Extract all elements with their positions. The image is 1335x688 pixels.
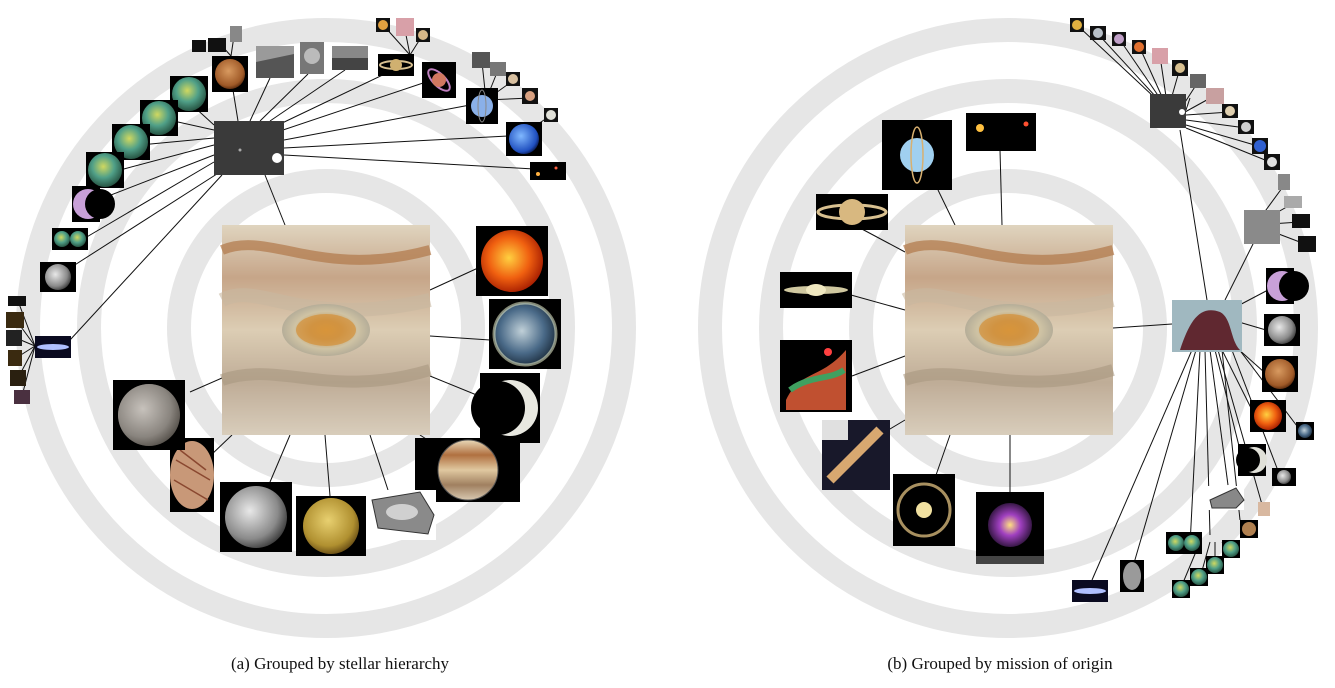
nebula-icon[interactable] [780, 340, 852, 412]
sombrero-galaxy-icon[interactable] [780, 272, 852, 308]
thumb-icon[interactable] [1278, 174, 1290, 190]
thumb-icon[interactable] [6, 312, 24, 328]
thumb-icon[interactable] [472, 52, 490, 68]
venus-map-3-icon[interactable] [112, 124, 150, 160]
venus-map-1-icon[interactable] [1222, 540, 1240, 558]
thumb-icon[interactable] [6, 330, 22, 346]
callisto-moon-icon[interactable] [113, 380, 185, 450]
thumb-icon[interactable] [1284, 196, 1302, 208]
thumb-icon[interactable] [230, 26, 242, 42]
thumb-icon[interactable] [10, 370, 26, 386]
rock-surface-icon[interactable] [332, 46, 368, 70]
horsehead-nebula-hub-icon[interactable] [1172, 300, 1242, 352]
starfield-icon[interactable] [530, 162, 566, 180]
venus-map-3-icon[interactable] [1190, 568, 1208, 586]
purple-crescent-icon[interactable] [72, 186, 115, 222]
star-field-hub-icon[interactable] [214, 121, 284, 175]
uranus-icon[interactable] [466, 88, 498, 124]
sun-icon[interactable] [476, 226, 548, 296]
nodes-b [780, 18, 1316, 602]
middle-ring-b [759, 79, 1257, 577]
nodes-a [6, 18, 566, 556]
jupiter-great-red-spot-icon[interactable] [218, 225, 432, 435]
caption-panel-b: (b) Grouped by mission of origin [887, 654, 1113, 673]
saturn-tilted-icon[interactable] [422, 62, 456, 98]
thumb-icon[interactable] [8, 350, 22, 366]
inner-ring-b [849, 169, 1167, 487]
thumb-icon[interactable] [396, 18, 414, 36]
outer-ring-b [698, 18, 1318, 638]
galaxy-hub-icon[interactable] [35, 336, 71, 358]
small-moon-icon[interactable] [1272, 468, 1296, 486]
panel-a [6, 18, 636, 638]
venus-map-4-icon[interactable] [1172, 580, 1190, 598]
small-thumb-b-2-icon[interactable] [1240, 520, 1258, 538]
crescent-moon-icon[interactable] [1236, 444, 1267, 476]
ganymede-moon-icon[interactable] [220, 482, 292, 552]
thumb-icon[interactable] [1190, 74, 1206, 88]
lunar-surface-icon[interactable] [1208, 486, 1245, 510]
ring-guides-b [698, 18, 1318, 638]
mars-icon[interactable] [1262, 356, 1298, 392]
edges-a [15, 25, 551, 497]
spiral-galaxy-icon[interactable] [893, 474, 955, 546]
thumb-icon[interactable] [8, 296, 26, 306]
small-thumb-b-1-icon[interactable] [1258, 502, 1270, 516]
saturn-icon[interactable] [378, 54, 414, 76]
venus-map-4-icon[interactable] [86, 152, 124, 188]
caption-panel-a: (a) Grouped by stellar hierarchy [230, 654, 450, 673]
io-moon-icon[interactable] [296, 496, 366, 556]
crater-icon[interactable] [300, 42, 324, 74]
thumb-icon[interactable] [1292, 214, 1310, 228]
top-hub-icon[interactable] [1150, 94, 1186, 128]
asteroid-icon[interactable] [1120, 560, 1144, 592]
venus-globes-icon[interactable] [52, 228, 88, 250]
lunar-surface-icon[interactable] [256, 46, 294, 78]
venus-map-2-icon[interactable] [1206, 556, 1224, 574]
small-thumbnails-a [6, 18, 558, 404]
small-earth-icon[interactable] [1296, 422, 1314, 440]
uranus-icon[interactable] [882, 120, 952, 190]
jupiter-great-red-spot-icon[interactable] [901, 225, 1115, 435]
grey-moon-icon[interactable] [40, 262, 76, 292]
thumb-icon[interactable] [1244, 210, 1280, 244]
grey-moon-icon[interactable] [1264, 314, 1300, 346]
thumb-icon[interactable] [208, 38, 226, 52]
starfield-icon[interactable] [966, 113, 1036, 151]
earth-icon[interactable] [489, 299, 561, 369]
thumb-icon[interactable] [14, 390, 30, 404]
purple-crescent-icon[interactable] [1266, 268, 1309, 304]
europa-moon-icon[interactable] [170, 438, 214, 512]
thumb-icon[interactable] [490, 62, 506, 76]
inner-ring-a [167, 169, 485, 487]
thumb-icon[interactable] [1152, 48, 1168, 64]
mars-icon[interactable] [212, 56, 248, 92]
sun-icon[interactable] [1250, 400, 1286, 432]
thumb-icon[interactable] [192, 40, 206, 52]
galaxy-cluster-icon[interactable] [822, 420, 890, 490]
middle-ring-a [77, 79, 575, 577]
galaxy-icon[interactable] [1072, 580, 1108, 602]
saturn-icon[interactable] [816, 194, 888, 230]
venus-globes-icon[interactable] [1166, 532, 1202, 554]
small-thumbnails-b [1070, 18, 1316, 252]
neptune-icon[interactable] [506, 122, 542, 156]
thumb-icon[interactable] [1206, 88, 1224, 104]
crescent-moon-icon[interactable] [471, 373, 540, 443]
ring-galaxy-icon[interactable] [976, 492, 1044, 564]
thumb-icon[interactable] [1298, 236, 1316, 252]
great-red-spot-terrain-icon[interactable] [368, 490, 436, 540]
panel-b [698, 18, 1318, 638]
